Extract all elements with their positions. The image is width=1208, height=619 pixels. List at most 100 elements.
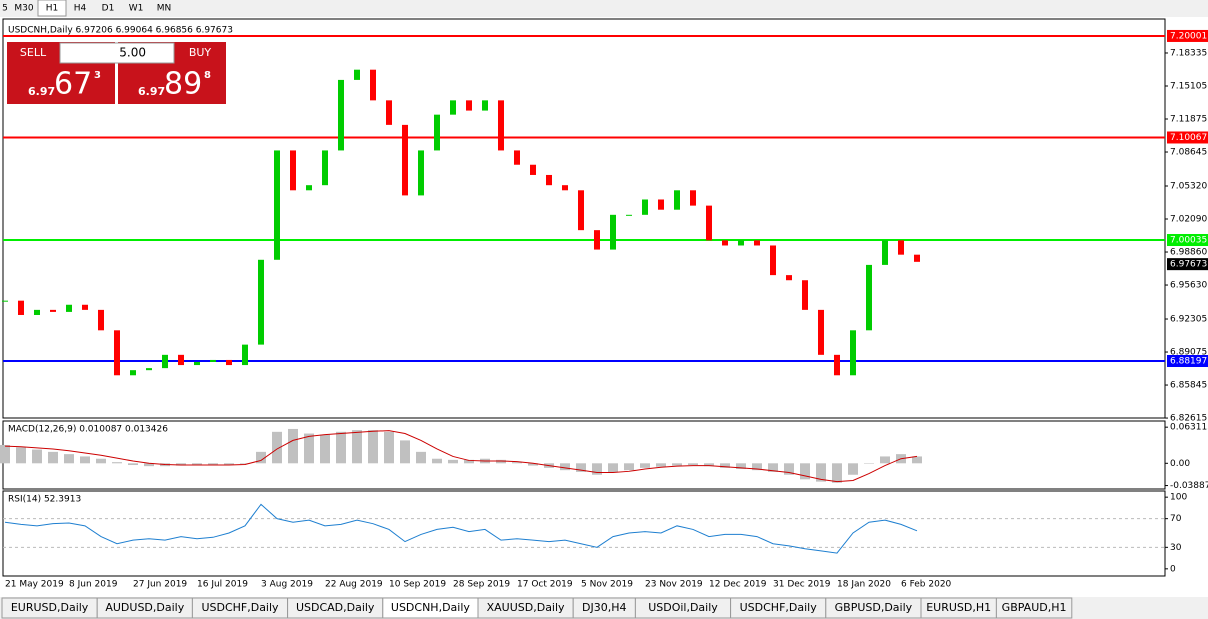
candle xyxy=(98,309,104,331)
timeframe-button[interactable]: 5 xyxy=(2,4,8,14)
lot-field[interactable] xyxy=(59,42,175,64)
x-tick-label: 23 Nov 2019 xyxy=(645,580,703,590)
tab-label[interactable]: XAUUSD,Daily xyxy=(487,601,565,614)
y-tick-label: 7.08645 xyxy=(1170,148,1207,158)
sell-price-sup: 3 xyxy=(94,70,101,81)
macd-bar xyxy=(128,463,138,466)
tab-label[interactable]: GBPUSD,Daily xyxy=(835,601,913,614)
y-tick-label: 6.85845 xyxy=(1170,381,1207,391)
last-price: 6.97673 xyxy=(1170,260,1207,270)
candle xyxy=(898,240,904,255)
x-tick-label: 6 Feb 2020 xyxy=(901,580,952,590)
lot-value[interactable]: 5.00 xyxy=(119,46,146,60)
level-label: 7.10067 xyxy=(1170,133,1207,143)
candle xyxy=(210,359,216,362)
macd-bar xyxy=(432,458,442,464)
macd-bar xyxy=(880,456,890,464)
tab-label[interactable]: USDCHF,Daily xyxy=(201,601,279,614)
y-tick-label: 6.92305 xyxy=(1170,315,1207,325)
y-tick-label: 6.98860 xyxy=(1170,248,1207,258)
macd-bar xyxy=(912,456,922,464)
x-tick-label: 21 May 2019 xyxy=(5,580,64,590)
y-tick-label: 7.11875 xyxy=(1170,115,1207,125)
timeframe-button[interactable]: H4 xyxy=(74,4,87,14)
candle xyxy=(706,205,712,241)
macd-bar xyxy=(368,430,378,464)
price-pane xyxy=(2,18,1166,419)
candle xyxy=(642,199,648,215)
tab-label[interactable]: GBPAUD,H1 xyxy=(1002,601,1067,614)
candle xyxy=(834,354,840,376)
x-tick-label: 5 Nov 2019 xyxy=(581,580,633,590)
candle xyxy=(18,300,24,315)
macd-bar xyxy=(608,463,618,473)
sell-label[interactable]: SELL xyxy=(20,46,47,59)
rsi-line xyxy=(4,503,918,554)
toolbar-active xyxy=(37,0,67,17)
timeframe-button[interactable]: D1 xyxy=(102,4,115,14)
candle xyxy=(370,69,376,101)
y-tick-label: 7.15105 xyxy=(1170,81,1207,91)
macd-bar xyxy=(448,459,458,464)
macd-bar xyxy=(576,463,586,472)
x-tick-label: 3 Aug 2019 xyxy=(261,580,313,590)
macd-bar xyxy=(64,454,74,464)
tab[interactable] xyxy=(995,597,1073,619)
macd-bar xyxy=(256,451,266,464)
macd-bar xyxy=(816,463,826,482)
candle xyxy=(418,150,424,196)
candle xyxy=(594,230,600,250)
macd-bar xyxy=(624,463,634,471)
last-price-bg xyxy=(1167,258,1208,271)
macd-bar xyxy=(416,451,426,464)
candle xyxy=(130,370,136,376)
tab-label[interactable]: EURUSD,H1 xyxy=(926,601,991,614)
tab-label[interactable]: USDOil,Daily xyxy=(648,601,718,614)
tab-label[interactable]: USDCNH,Daily xyxy=(391,601,471,614)
candle xyxy=(770,245,776,276)
x-tick-label: 31 Dec 2019 xyxy=(773,580,831,590)
candle xyxy=(146,368,152,371)
macd-bar xyxy=(336,431,346,464)
timeframe-button[interactable]: M30 xyxy=(14,4,33,14)
macd-bar xyxy=(80,456,90,464)
y-tick-label: 6.89075 xyxy=(1170,348,1207,358)
macd-bar xyxy=(736,463,746,470)
tab-label[interactable]: DJ30,H4 xyxy=(582,601,626,614)
candle xyxy=(194,361,200,366)
level-label-bg xyxy=(1167,131,1208,144)
y-tick-label: 6.95630 xyxy=(1170,281,1207,291)
timeframe-button[interactable]: W1 xyxy=(129,4,144,14)
tab-label[interactable]: AUDUSD,Daily xyxy=(105,601,184,614)
candle xyxy=(178,354,184,366)
timeframe-button[interactable]: MN xyxy=(157,4,172,14)
candle xyxy=(866,264,872,331)
level-label: 7.20001 xyxy=(1170,31,1207,41)
pane-title: USDCNH,Daily 6.97206 6.99064 6.96856 6.9… xyxy=(8,26,233,36)
macd-bar xyxy=(400,440,410,464)
candle xyxy=(290,150,296,191)
y-tick-label: 7.02090 xyxy=(1170,215,1207,225)
macd-bar xyxy=(464,459,474,464)
candle xyxy=(2,300,8,302)
macd-bar xyxy=(704,463,714,467)
timeframe-button[interactable]: H1 xyxy=(46,4,59,14)
macd-bar xyxy=(288,428,298,464)
macd-bar xyxy=(16,447,26,464)
x-tick-label: 8 Jun 2019 xyxy=(69,580,118,590)
macd-bar xyxy=(48,451,58,464)
macd-bar xyxy=(672,463,682,466)
pane-title: RSI(14) 52.3913 xyxy=(8,495,81,505)
candle xyxy=(114,330,120,376)
macd-bar xyxy=(208,463,218,466)
tab-label[interactable]: USDCAD,Daily xyxy=(296,601,375,614)
buy-label[interactable]: BUY xyxy=(189,46,212,59)
level-label: 6.88197 xyxy=(1170,357,1207,367)
x-tick-label: 27 Jun 2019 xyxy=(133,580,187,590)
candle xyxy=(690,190,696,206)
tab-label[interactable]: EURUSD,Daily xyxy=(11,601,89,614)
y-tick-label: 100 xyxy=(1170,493,1187,503)
candle xyxy=(242,344,248,366)
tab-label[interactable]: USDCHF,Daily xyxy=(740,601,818,614)
macd-bar xyxy=(720,463,730,468)
